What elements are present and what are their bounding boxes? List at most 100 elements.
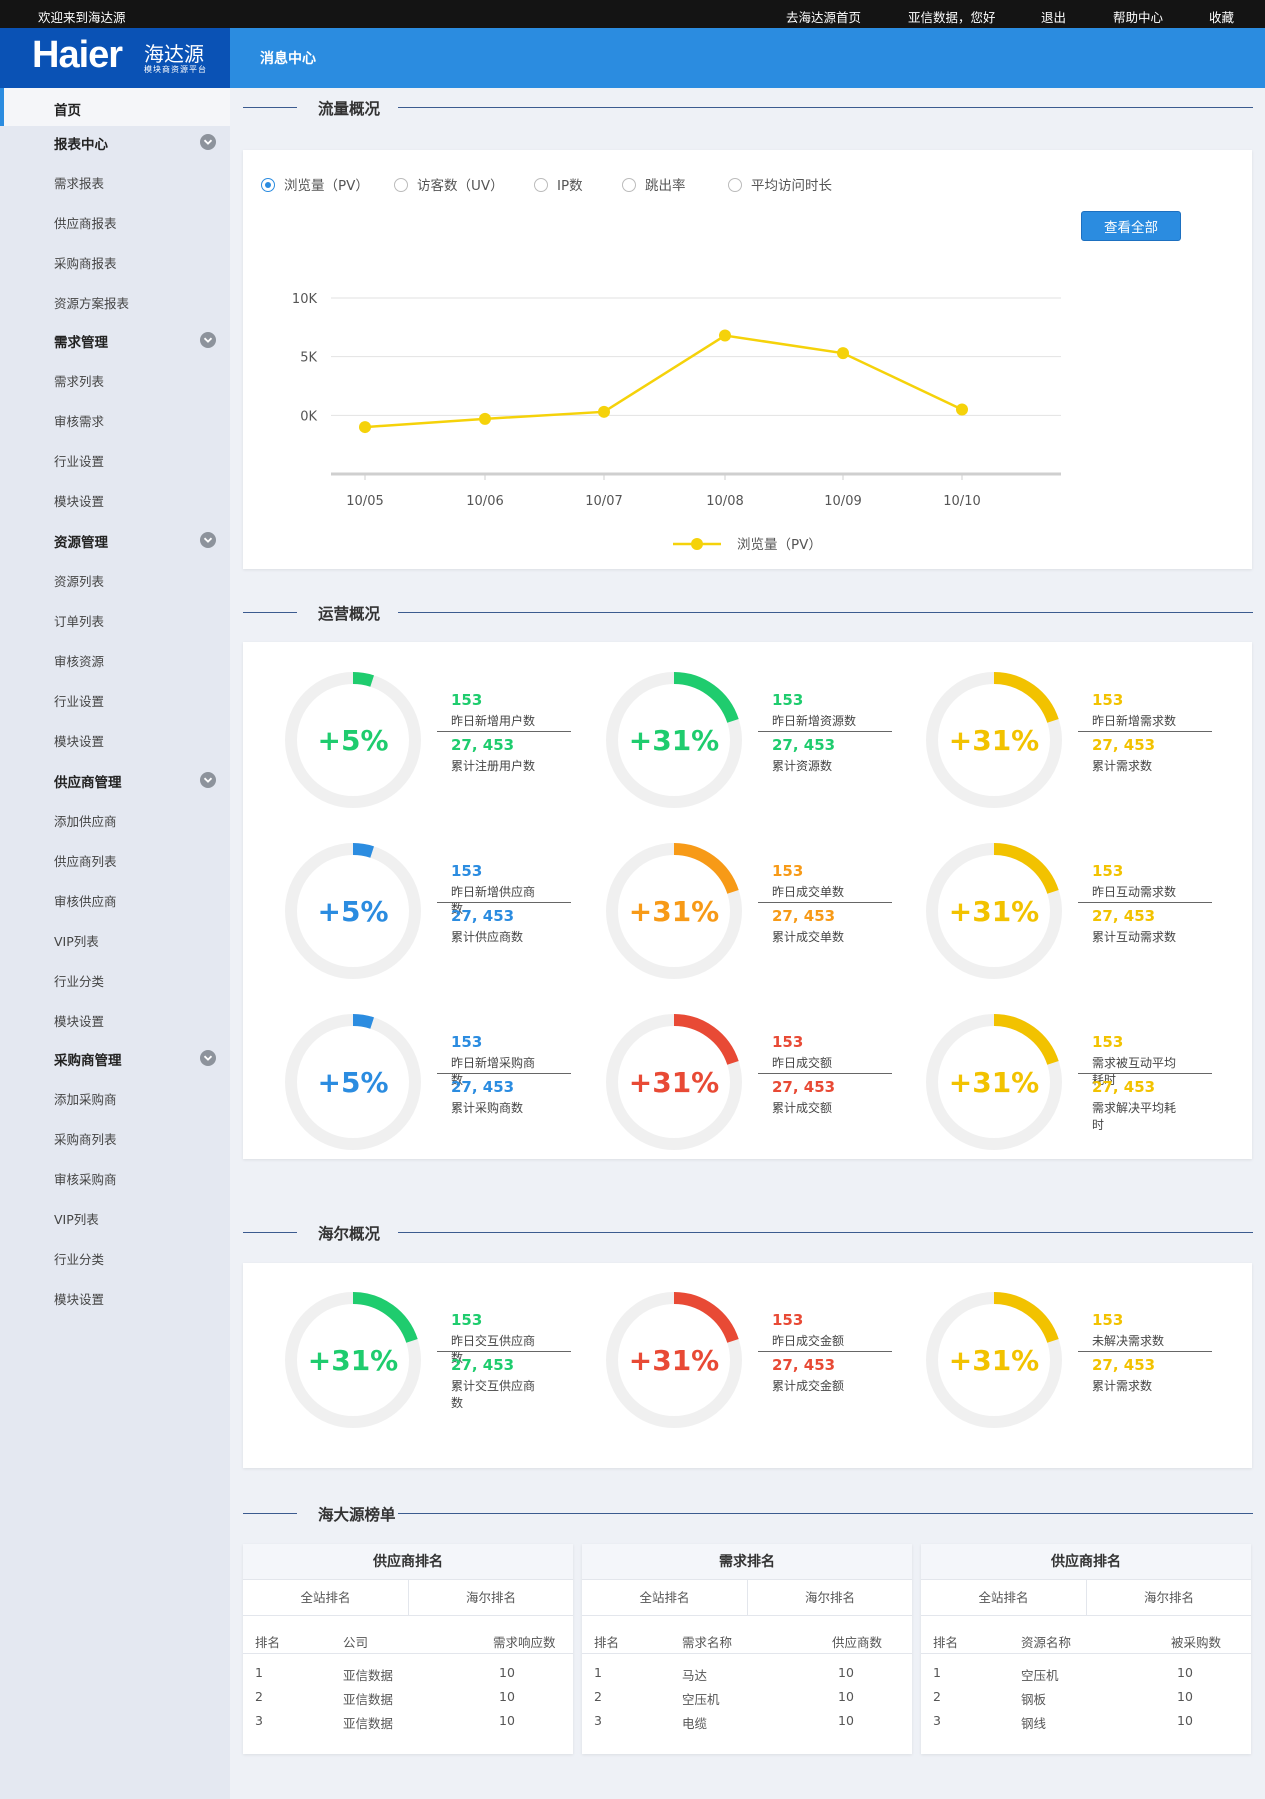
stat-label-daily: 昨日互动需求数 — [1092, 885, 1177, 899]
sidebar: 首页 报表中心需求报表供应商报表 采购商报表 资源方案报表 需求管理 需求列表审核需求行业… — [0, 88, 230, 1799]
radio-uv[interactable]: 访客数（UV） — [394, 174, 504, 194]
data-point-10/08[interactable] — [719, 329, 731, 342]
sidebar-item-29[interactable]: 行业分类 — [0, 1238, 230, 1276]
sidebar-item-25[interactable]: 添加采购商 — [0, 1078, 230, 1116]
stat-percent: +31% — [628, 1066, 720, 1099]
stat-percent: +31% — [628, 1344, 720, 1377]
sidebar-item-10[interactable]: 模块设置 — [0, 480, 230, 518]
table-cell: 亚信数据 — [343, 1716, 394, 1731]
sidebar-item-18[interactable]: 添加供应商 — [0, 800, 230, 838]
stat-card: +31% 153 昨日新增资源数 27, 453 累计资源数 — [564, 640, 892, 808]
data-point-10/05[interactable] — [359, 421, 371, 434]
sidebar-item-11[interactable]: 资源管理 — [0, 520, 230, 558]
stat-divider — [1078, 731, 1212, 732]
sidebar-item-13[interactable]: 订单列表 — [0, 600, 230, 638]
logo[interactable]: Haier 海达源 模块商资源平台 — [0, 28, 230, 88]
radio-pv[interactable]: 浏览量（PV） — [261, 174, 369, 194]
radio-ip[interactable]: IP数 — [534, 174, 583, 194]
stat-label-total: 累计采购商数 — [451, 1101, 524, 1115]
stat-card: +31% 153 昨日成交单数 27, 453 累计成交单数 — [564, 811, 892, 979]
radio-bounce[interactable]: 跳出率 — [622, 174, 686, 194]
sidebar-item-1[interactable]: 报表中心 — [0, 122, 230, 160]
tab-haier-ranking[interactable]: 海尔排名 — [747, 1580, 912, 1616]
sidebar-item-19[interactable]: 供应商列表 — [0, 840, 230, 878]
sidebar-item-14[interactable]: 审核资源 — [0, 640, 230, 678]
stat-label-daily: 昨日新增采购商数 — [451, 1056, 536, 1087]
table-cell: 1 — [255, 1665, 263, 1680]
table-cell: 空压机 — [1021, 1668, 1059, 1683]
top-link-help[interactable]: 帮助中心 — [1113, 10, 1164, 25]
chevron-down-icon[interactable] — [200, 332, 216, 348]
legend-label[interactable]: 浏览量（PV） — [737, 537, 822, 553]
sidebar-item-15[interactable]: 行业设置 — [0, 680, 230, 718]
table-cell: 3 — [933, 1713, 941, 1728]
sidebar-item-5[interactable]: 资源方案报表 — [0, 282, 230, 320]
legend-marker — [691, 538, 703, 550]
stat-label-daily: 需求被互动平均耗时 — [1092, 1056, 1177, 1087]
tab-site-ranking[interactable]: 全站排名 — [243, 1580, 408, 1616]
sidebar-item-9[interactable]: 行业设置 — [0, 440, 230, 478]
top-link-home[interactable]: 去海达源首页 — [786, 10, 862, 25]
series-line-pv — [364, 334, 963, 429]
data-point-10/07[interactable] — [598, 405, 610, 418]
sidebar-item-26[interactable]: 采购商列表 — [0, 1118, 230, 1156]
header-divider — [582, 1653, 912, 1654]
stat-value-total: 27, 453 — [451, 1078, 515, 1096]
stat-card: +31% 153 未解决需求数 27, 453 累计需求数 — [884, 1260, 1212, 1428]
sidebar-item-6[interactable]: 需求管理 — [0, 320, 230, 358]
chevron-down-icon[interactable] — [200, 1050, 216, 1066]
table-cell: 马达 — [682, 1668, 708, 1683]
table-cell: 1 — [933, 1665, 941, 1680]
sidebar-item-22[interactable]: 行业分类 — [0, 960, 230, 998]
stat-card: +31% 153 昨日交互供应商数 27, 453 累计交互供应商数 — [243, 1260, 571, 1428]
sidebar-item-label: 行业设置 — [54, 454, 105, 469]
table-cell: 10 — [499, 1713, 515, 1728]
sidebar-item-28[interactable]: VIP列表 — [0, 1198, 230, 1236]
sidebar-item-23[interactable]: 模块设置 — [0, 1000, 230, 1038]
sidebar-item-21[interactable]: VIP列表 — [0, 920, 230, 958]
data-point-10/10[interactable] — [956, 403, 968, 416]
tab-site-ranking[interactable]: 全站排名 — [582, 1580, 747, 1616]
tab-haier-ranking[interactable]: 海尔排名 — [408, 1580, 573, 1616]
chevron-down-icon[interactable] — [200, 772, 216, 788]
chevron-down-icon[interactable] — [200, 532, 216, 548]
ranking-table-2: 供应商排名 全站排名 海尔排名 排名 资源名称 被采购数 1 空压机 10 2 钢板 10 3 钢线 10 — [921, 1544, 1251, 1754]
sidebar-item-label: 供应商列表 — [54, 854, 117, 869]
stat-card: +5% 153 昨日新增供应商数 27, 453 累计供应商数 — [243, 811, 571, 979]
sidebar-item-2[interactable]: 需求报表 — [0, 162, 230, 200]
stat-value-daily: 153 — [451, 862, 483, 880]
sidebar-item-label: VIP列表 — [54, 934, 99, 949]
sidebar-item-27[interactable]: 审核采购商 — [0, 1158, 230, 1196]
chevron-down-icon[interactable] — [200, 134, 216, 150]
stat-label-daily: 昨日成交金额 — [772, 1334, 845, 1348]
sidebar-item-12[interactable]: 资源列表 — [0, 560, 230, 598]
data-point-10/09[interactable] — [837, 347, 849, 360]
sidebar-item-3[interactable]: 供应商报表 — [0, 202, 230, 240]
tab-haier-ranking[interactable]: 海尔排名 — [1086, 1580, 1251, 1616]
data-point-10/06[interactable] — [479, 412, 491, 425]
tab-site-ranking[interactable]: 全站排名 — [921, 1580, 1086, 1616]
sidebar-item-16[interactable]: 模块设置 — [0, 720, 230, 758]
sidebar-item-7[interactable]: 需求列表 — [0, 360, 230, 398]
table-cell: 1 — [594, 1665, 602, 1680]
stat-value-total: 27, 453 — [451, 907, 515, 925]
sidebar-item-30[interactable]: 模块设置 — [0, 1278, 230, 1316]
sidebar-item-label: 需求报表 — [54, 176, 105, 191]
view-all-button[interactable]: 查看全部 — [1081, 211, 1181, 241]
top-link-logout[interactable]: 退出 — [1041, 10, 1067, 25]
progress-ring — [285, 1014, 421, 1150]
sidebar-item-24[interactable]: 采购商管理 — [0, 1038, 230, 1076]
stat-divider — [437, 902, 571, 903]
sidebar-item-20[interactable]: 审核供应商 — [0, 880, 230, 918]
page-title: 消息中心 — [260, 51, 316, 67]
header-divider — [243, 1653, 573, 1654]
radio-avg-time[interactable]: 平均访问时长 — [728, 174, 832, 194]
top-link-favorite[interactable]: 收藏 — [1209, 10, 1235, 25]
sidebar-item-17[interactable]: 供应商管理 — [0, 760, 230, 798]
sidebar-item-label: 审核需求 — [54, 414, 105, 429]
top-link-user[interactable]: 亚信数据，您好 — [908, 10, 996, 25]
sidebar-item-8[interactable]: 审核需求 — [0, 400, 230, 438]
stat-label-daily: 昨日新增供应商数 — [451, 885, 536, 916]
sidebar-item-4[interactable]: 采购商报表 — [0, 242, 230, 280]
sidebar-item-0[interactable]: 首页 — [0, 88, 230, 126]
